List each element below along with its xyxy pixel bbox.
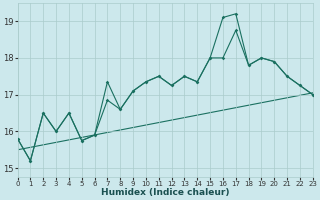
X-axis label: Humidex (Indice chaleur): Humidex (Indice chaleur)	[101, 188, 229, 197]
